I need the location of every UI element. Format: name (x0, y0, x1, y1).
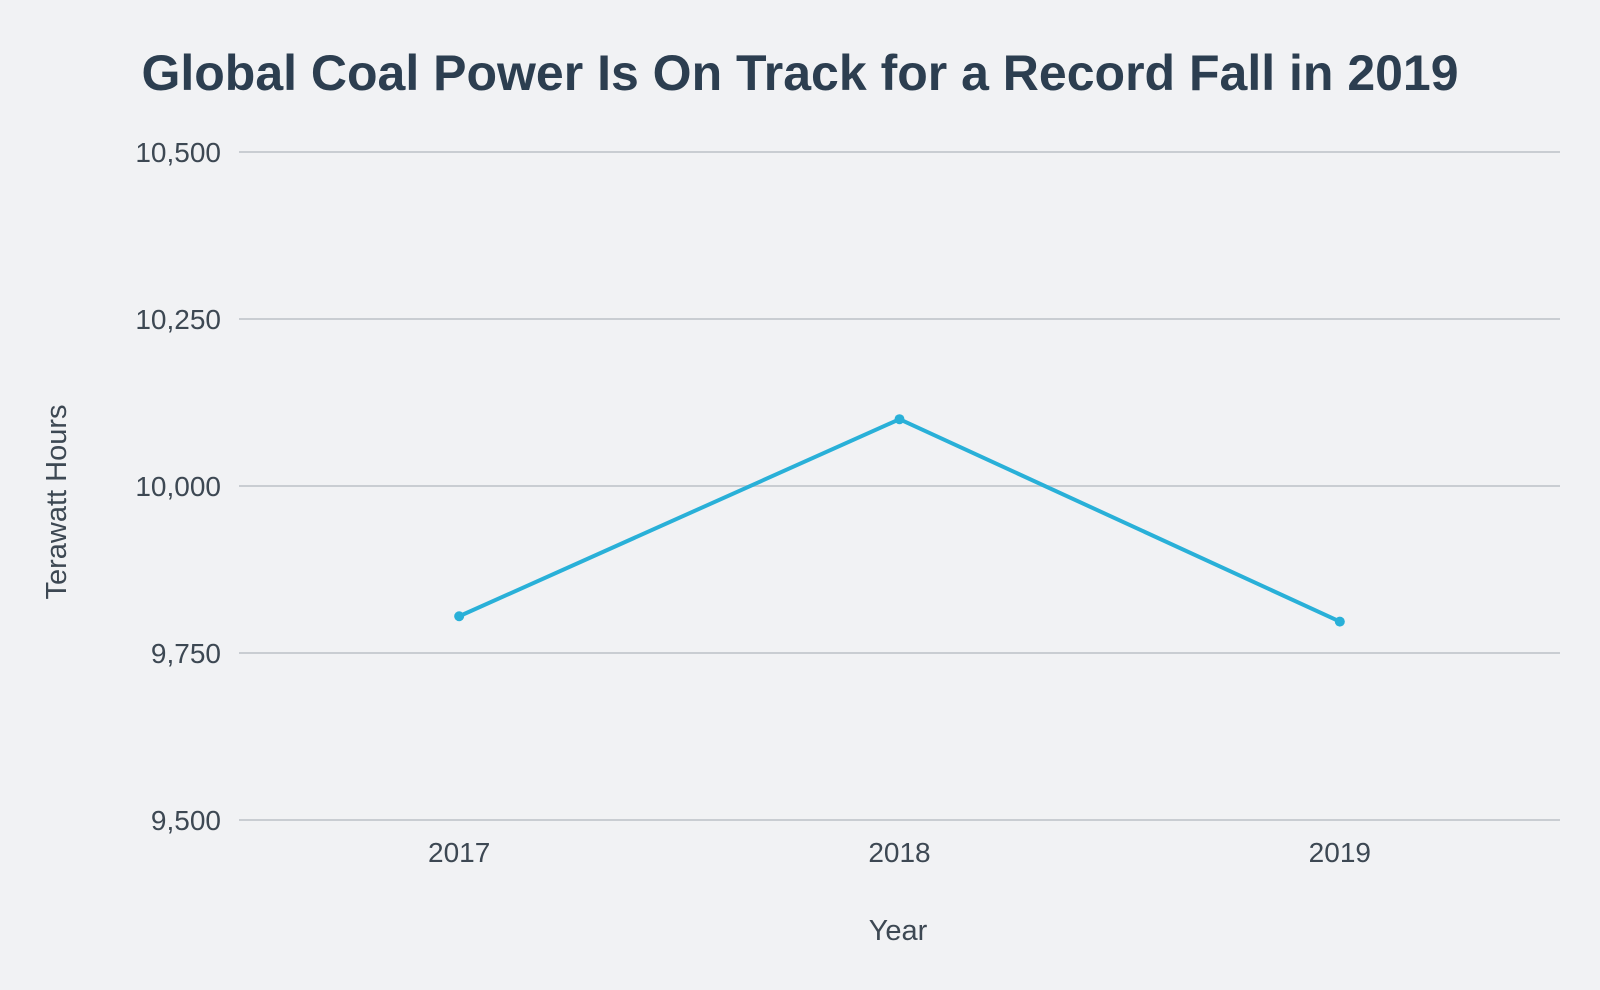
x-tick-label: 2017 (428, 837, 490, 868)
y-tick-label: 10,500 (135, 137, 221, 168)
x-tick-label: 2018 (868, 837, 930, 868)
y-tick-label: 10,250 (135, 304, 221, 335)
x-axis-label: Year (869, 915, 928, 947)
series-line (457, 417, 1342, 624)
data-point (454, 611, 465, 622)
x-axis-ticks: 2017 2018 2019 (428, 837, 1371, 868)
y-axis-ticks: 9,500 9,750 10,000 10,250 10,500 (135, 137, 221, 836)
y-tick-label: 9,500 (151, 805, 221, 836)
data-point (894, 414, 905, 425)
chart-title: Global Coal Power Is On Track for a Reco… (141, 45, 1458, 101)
data-point (1334, 616, 1345, 627)
x-tick-label: 2019 (1309, 837, 1371, 868)
y-tick-label: 10,000 (135, 471, 221, 502)
gridlines (239, 151, 1560, 821)
y-tick-label: 9,750 (151, 638, 221, 669)
series-layer (454, 414, 1345, 627)
y-axis-label: Terawatt Hours (41, 404, 73, 599)
